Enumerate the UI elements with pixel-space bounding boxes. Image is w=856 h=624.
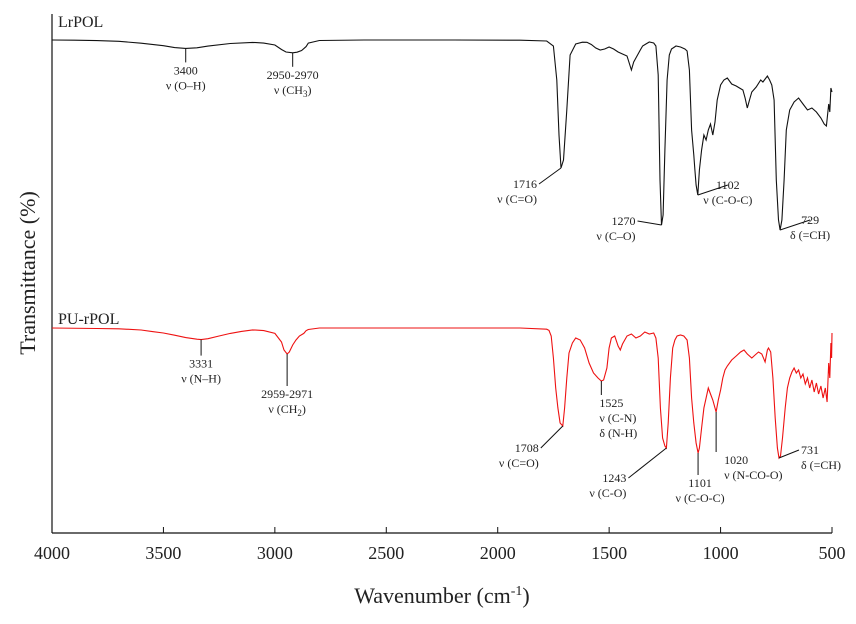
y-axis-title: Transmittance (%) (15, 191, 40, 355)
annotation-leader-line (779, 219, 811, 231)
peak-annotation: 3331 ν (N–H) (181, 339, 221, 386)
annotation-leader-line (697, 184, 728, 196)
annotation-label: 1243 ν (C-O) (589, 471, 626, 500)
annotation-label: 729 δ (=CH) (790, 213, 830, 242)
peak-annotation: 731 δ (=CH) (778, 443, 841, 472)
x-tick-label: 4000 (34, 543, 70, 563)
x-tick-label: 3000 (257, 543, 293, 563)
x-tick-label: 2500 (368, 543, 404, 563)
peak-annotation: 729 δ (=CH) (779, 213, 830, 242)
annotation-leader-line (538, 167, 562, 185)
x-tick-label: 1000 (703, 543, 739, 563)
annotation-label: 1102 ν (C-O-C) (703, 178, 752, 207)
annotation-label: 2959-2971 ν (CH2) (261, 387, 313, 418)
series-label-lrpol: LrPOL (58, 14, 103, 31)
x-tick-label: 3500 (145, 543, 181, 563)
x-tick-label: 2000 (480, 543, 516, 563)
peak-annotation: 1102 ν (C-O-C) (697, 178, 752, 207)
series-line-pu-rpol (51, 327, 833, 460)
annotation-label: 3331 ν (N–H) (181, 357, 221, 386)
annotation-label: 1525 ν (C-N) δ (N-H) (599, 396, 637, 440)
annotation-leader-line (637, 220, 662, 226)
annotation-label: 1020 ν (N-CO-O) (724, 453, 782, 482)
peak-annotation: 1243 ν (C-O) (589, 447, 667, 500)
series-line-lrpol (51, 39, 833, 231)
annotation-label: 1708 ν (C=O) (499, 441, 539, 470)
annotation-label: 1101 ν (C-O-C) (676, 476, 725, 505)
peak-annotation: 3400 ν (O–H) (166, 48, 206, 92)
annotation-leader-line (540, 425, 564, 449)
peak-annotations: 3400 ν (O–H) 2950-2970 ν (CH3) 1716 ν (C=O) 12… (166, 48, 841, 505)
annotation-label: 1716 ν (C=O) (497, 177, 537, 206)
x-axis-ticks: 4000 3500 3000 2500 2000 1500 1000 500 (34, 527, 846, 563)
annotation-label: 1270 ν (C–O) (596, 214, 635, 243)
peak-annotation: 1716 ν (C=O) (497, 167, 562, 206)
peak-annotation: 2950-2970 ν (CH3) (267, 52, 319, 99)
peak-annotation: 1101 ν (C-O-C) (676, 453, 725, 505)
annotation-leader-line (628, 447, 667, 479)
annotation-label: 2950-2970 ν (CH3) (267, 68, 319, 99)
peak-annotation: 1708 ν (C=O) (499, 425, 564, 470)
x-tick-label: 500 (819, 543, 846, 563)
x-tick-label: 1500 (591, 543, 627, 563)
peak-annotation: 1020 ν (N-CO-O) (715, 412, 783, 482)
annotation-leader-line (778, 449, 800, 459)
annotation-label: 3400 ν (O–H) (166, 63, 206, 92)
peak-annotation: 1270 ν (C–O) (596, 214, 662, 243)
series-label-pu-rpol: PU-rPOL (58, 311, 119, 328)
peak-annotation: 1525 ν (C-N) δ (N-H) (599, 381, 637, 440)
x-axis-title: Wavenumber (cm-1) (354, 583, 529, 608)
annotation-label: 731 δ (=CH) (801, 443, 841, 472)
peak-annotation: 2959-2971 ν (CH2) (261, 354, 313, 418)
